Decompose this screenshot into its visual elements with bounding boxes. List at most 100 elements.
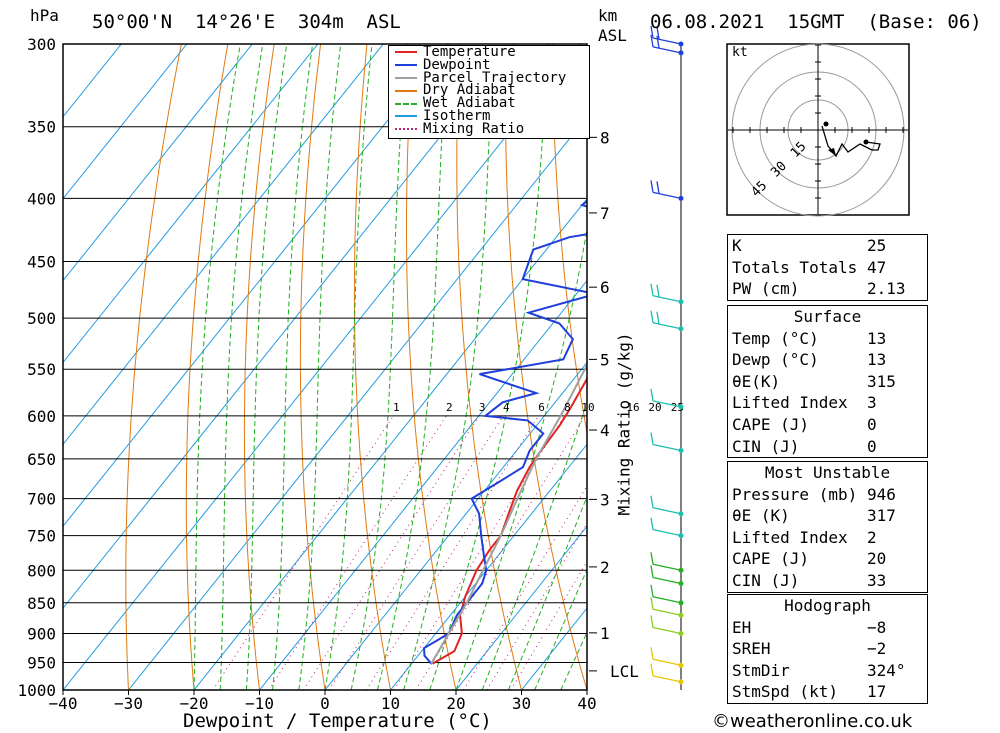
km-tick-label: 3 xyxy=(600,490,610,509)
temperature-trace xyxy=(432,375,587,665)
legend-item: Temperature xyxy=(389,45,589,59)
wind-barb-flag xyxy=(650,25,654,39)
surface-thetae-value: 315 xyxy=(867,371,896,391)
pressure-tick-label: 1000 xyxy=(17,681,56,700)
mixing-ratio-tick-label: 10 xyxy=(581,401,594,414)
most-unstable-table: Most Unstable Pressure (mb) 946 θE (K) 317… xyxy=(727,461,928,593)
legend-swatch xyxy=(395,115,417,118)
dry-adiabat-line xyxy=(243,44,275,690)
km-tick-label: 4 xyxy=(600,421,610,440)
mixing-ratio-line xyxy=(393,415,565,690)
wind-barb-staff xyxy=(652,191,682,199)
temp-tick-label: 30 xyxy=(512,694,531,713)
surface-thetae-label: θE(K) xyxy=(732,371,781,391)
isotherm-line xyxy=(128,116,587,690)
wind-barb xyxy=(650,432,682,452)
surface-cin-value: 0 xyxy=(867,436,877,456)
wet-adiabat-line xyxy=(219,44,264,690)
km-tick-label: 2 xyxy=(600,558,610,577)
legend-swatch xyxy=(395,51,417,54)
isotherm-line xyxy=(63,44,450,528)
stmdir-value: 324° xyxy=(867,660,906,680)
k-index-value: 25 xyxy=(867,236,887,255)
mu-thetae-value: 317 xyxy=(867,506,896,526)
isotherm-line xyxy=(324,361,587,690)
km-tick-label: 5 xyxy=(600,350,610,369)
legend-label: Wet Adiabat xyxy=(423,95,516,112)
hodograph-table: Hodograph EH −8 SREH −2 StmDir 324° StmSpd … xyxy=(727,594,928,704)
mu-cin-value: 33 xyxy=(867,570,887,590)
wet-adiabat-line xyxy=(324,44,373,690)
datetime-title: 06.08.2021 15GMT (Base: 06) xyxy=(650,11,982,33)
wet-adiabat-line xyxy=(298,44,342,690)
mu-li-value: 2 xyxy=(867,527,877,547)
temp-tick-label: 0 xyxy=(320,694,330,713)
wind-barb xyxy=(650,283,682,303)
totals-value: 47 xyxy=(867,257,887,277)
mixing-ratio-line xyxy=(212,415,394,690)
pressure-tick-label: 500 xyxy=(27,309,56,328)
wind-barb-flag xyxy=(650,663,654,676)
surface-li-label: Lifted Index xyxy=(732,393,848,413)
credit-link[interactable]: ©weatheronline.co.uk xyxy=(712,711,913,732)
wind-barb-flag xyxy=(650,517,654,530)
asl-label: ASL xyxy=(598,26,627,45)
isotherm-line xyxy=(63,44,515,609)
wind-barb-flag xyxy=(656,181,660,194)
hodo-title: Hodograph xyxy=(784,596,871,615)
mixing-ratio-axis-label: Mixing Ratio (g/kg) xyxy=(614,332,634,516)
mu-pressure-value: 946 xyxy=(867,484,896,504)
legend-item: Wet Adiabat xyxy=(389,95,589,112)
mixing-ratio-tick-label: 6 xyxy=(538,401,545,414)
legend-label: Mixing Ratio xyxy=(423,120,525,137)
wind-barb-flag xyxy=(650,584,654,597)
wind-barb xyxy=(650,597,682,616)
wet-adiabat-line xyxy=(534,568,587,690)
dry-adiabat-line xyxy=(406,44,457,690)
wet-adiabat-line xyxy=(193,44,241,690)
wind-barb-flag xyxy=(650,34,654,47)
isotherm-line xyxy=(63,44,581,690)
wind-barb-flag xyxy=(656,311,660,324)
stmspd-label: StmSpd (kt) xyxy=(732,682,838,702)
surface-dewp-value: 13 xyxy=(867,350,887,370)
legend-label: Isotherm xyxy=(423,107,491,124)
wind-barb-staff xyxy=(652,675,682,683)
pressure-tick-label: 600 xyxy=(27,407,56,426)
pressure-tick-label: 850 xyxy=(27,594,56,613)
wind-barb-flag xyxy=(650,283,654,296)
wind-barb xyxy=(650,584,682,604)
wind-barb xyxy=(650,517,682,537)
pressure-tick-label: 750 xyxy=(27,527,56,546)
wind-barb-staff xyxy=(652,596,682,604)
wind-barb-flag xyxy=(650,615,654,628)
temp-tick-label: 10 xyxy=(381,694,400,713)
k-index-label: K xyxy=(732,236,742,255)
surface-cape-label: CAPE (J) xyxy=(732,414,810,434)
storm-motion-arrow xyxy=(828,148,836,156)
surface-cape-value: 0 xyxy=(867,414,877,434)
mu-cin-label: CIN (J) xyxy=(732,570,800,590)
surface-dewp-label: Dewp (°C) xyxy=(732,350,819,370)
location-title: 50°00'N 14°26'E 304m ASL xyxy=(92,11,401,33)
surface-temp-label: Temp (°C) xyxy=(732,328,819,348)
eh-value: −8 xyxy=(867,617,887,637)
wind-barb-flag xyxy=(656,284,660,297)
wind-barb-flag xyxy=(650,597,654,610)
temp-tick-label: −30 xyxy=(114,694,143,713)
legend-item: Parcel Trajectory xyxy=(389,71,589,84)
isotherm-line xyxy=(455,525,587,690)
wet-adiabat-line xyxy=(481,400,587,690)
temp-tick-label: −20 xyxy=(180,694,209,713)
surface-temp-value: 13 xyxy=(867,328,887,348)
mixing-ratio-tick-label: 4 xyxy=(503,401,510,414)
wind-barb xyxy=(650,552,682,571)
legend-item: Mixing Ratio xyxy=(389,120,589,137)
pressure-tick-label: 400 xyxy=(27,189,56,208)
mixing-ratio-line xyxy=(303,415,480,690)
isotherm-line xyxy=(63,44,188,200)
km-tick-label: 1 xyxy=(600,624,610,643)
pressure-tick-label: 650 xyxy=(27,450,56,469)
x-axis-label: Dewpoint / Temperature (°C) xyxy=(183,710,492,732)
